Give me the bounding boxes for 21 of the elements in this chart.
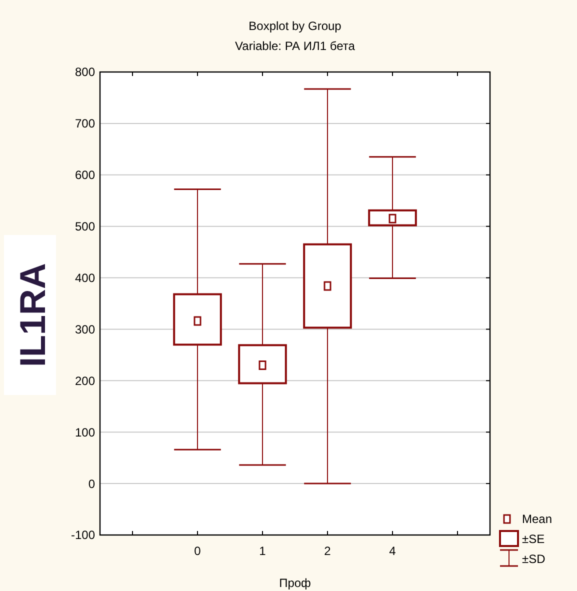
- text: Mean: [522, 512, 552, 526]
- y-tick-label: 300: [74, 322, 96, 336]
- chart-title: Boxplot by Group: [248, 19, 342, 33]
- y-tick-label: 600: [74, 168, 96, 182]
- y-tick-label: 100: [74, 425, 96, 440]
- y-tick-label: 200: [74, 374, 96, 388]
- text: IL1RA: [12, 262, 53, 368]
- chart-subtitle: Variable: РА ИЛ1 бета: [235, 39, 356, 53]
- y-tick-label: 800: [74, 65, 96, 80]
- y-tick-label: 700: [74, 116, 96, 131]
- text: ±SE: [522, 532, 545, 546]
- x-tick-label: 0: [194, 544, 202, 558]
- y-tick-label: 0: [88, 476, 96, 491]
- text: ±SD: [522, 552, 546, 566]
- x-axis-title: Проф: [279, 576, 312, 590]
- x-tick-label: 1: [259, 544, 266, 558]
- y-tick-label: 500: [74, 220, 96, 234]
- x-tick-label: 4: [389, 544, 396, 558]
- x-tick-label: 2: [324, 544, 332, 558]
- y-tick-label: -100: [70, 528, 96, 542]
- y-tick-label: 400: [74, 270, 96, 285]
